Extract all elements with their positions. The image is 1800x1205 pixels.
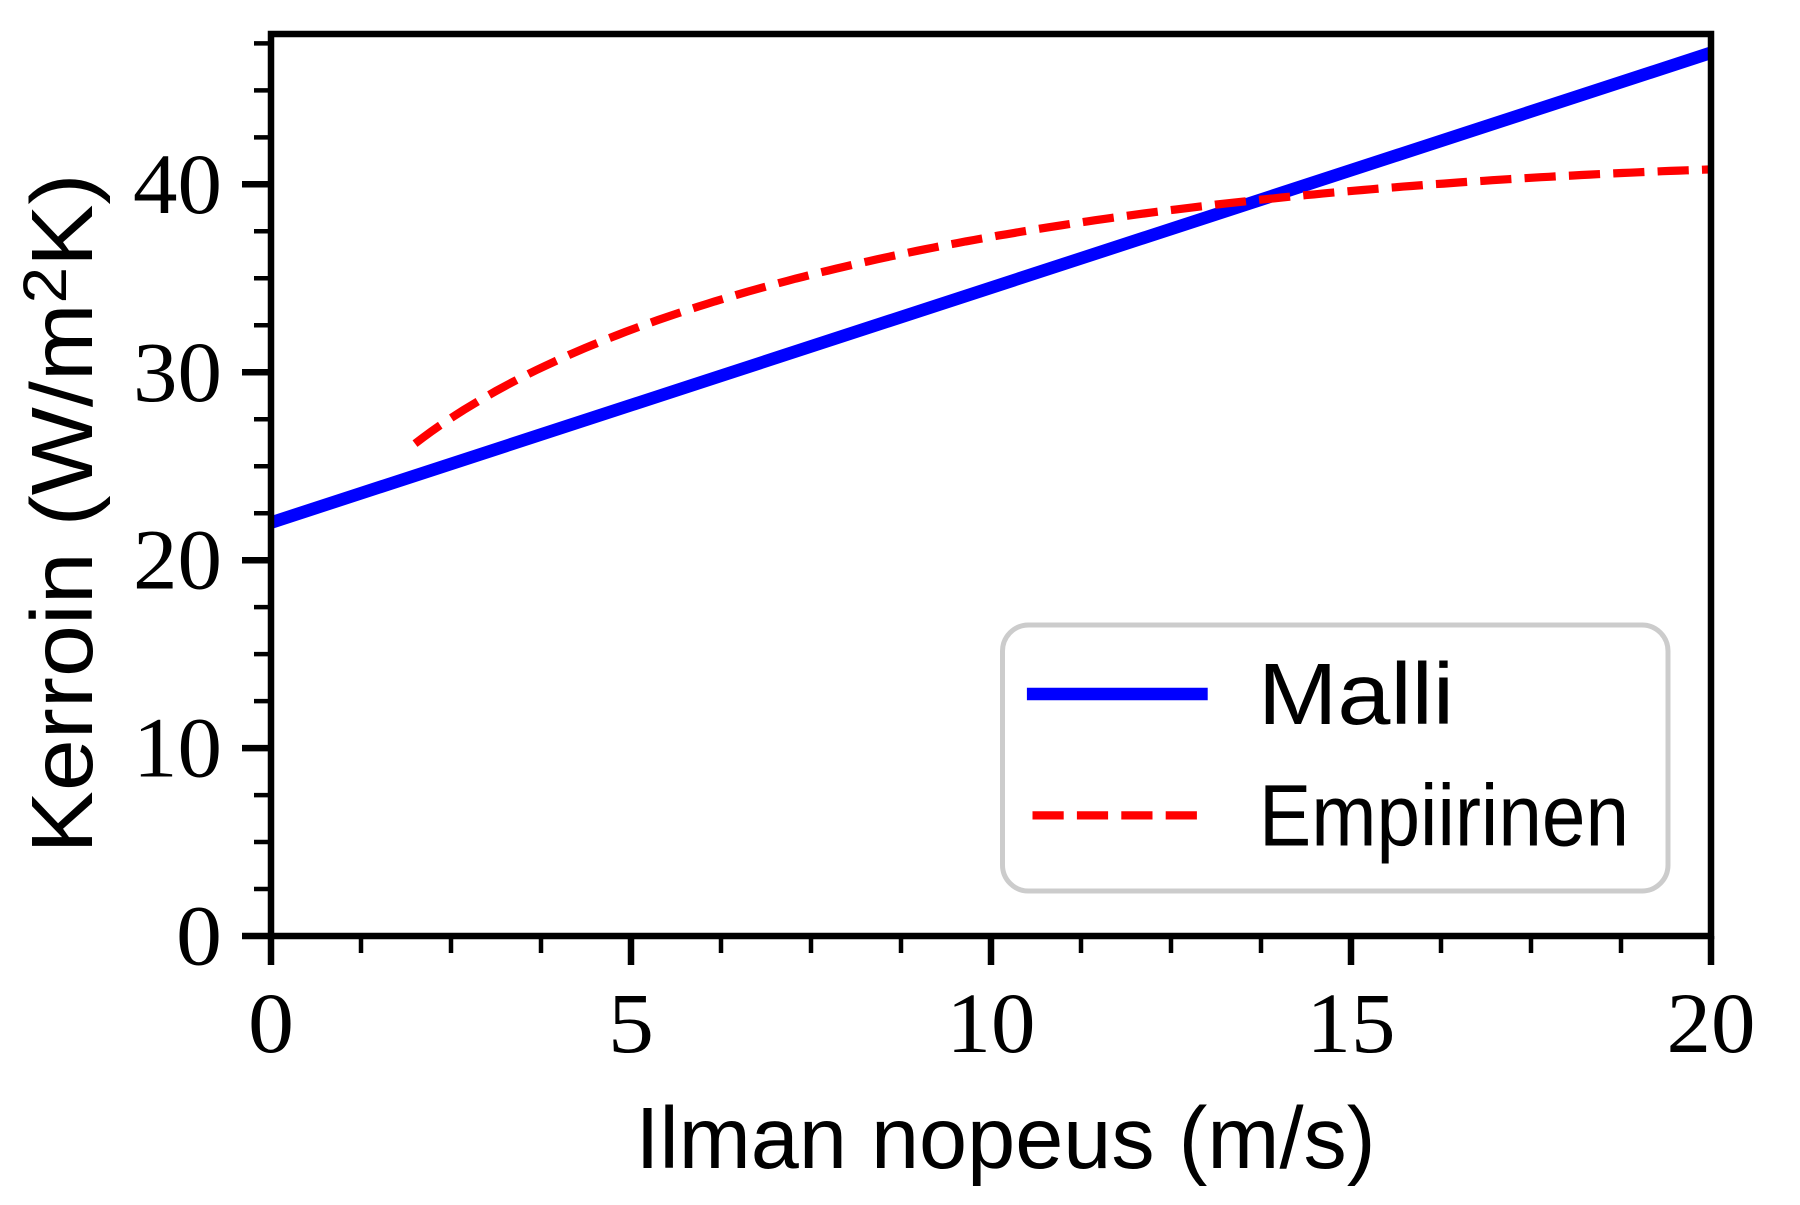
svg-text:15: 15 [1307,975,1396,1071]
svg-text:20: 20 [133,512,222,608]
svg-text:40: 40 [133,136,222,232]
svg-text:0: 0 [248,975,294,1071]
svg-text:0: 0 [176,888,222,984]
svg-text:Malli: Malli [1258,646,1454,743]
svg-text:30: 30 [133,324,222,420]
svg-text:5: 5 [608,975,654,1071]
svg-text:Empiirinen: Empiirinen [1259,768,1629,865]
svg-text:10: 10 [133,700,222,796]
svg-text:10: 10 [947,975,1036,1071]
svg-text:20: 20 [1667,975,1756,1071]
svg-text:Ilman nopeus (m/s): Ilman nopeus (m/s) [636,1090,1376,1187]
